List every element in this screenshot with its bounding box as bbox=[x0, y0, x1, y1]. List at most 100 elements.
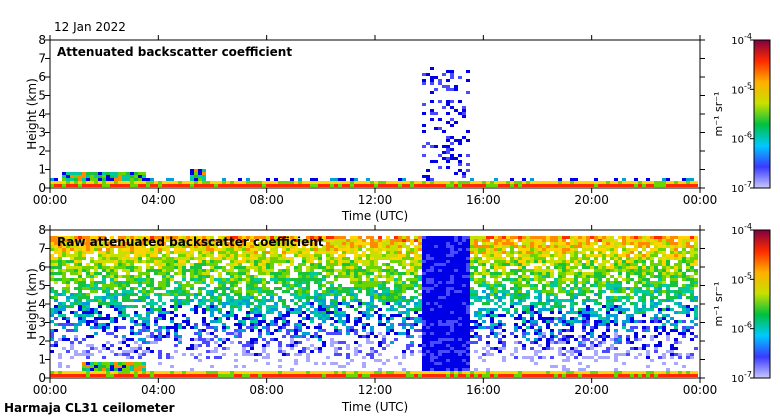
heat-cell bbox=[538, 275, 542, 278]
heat-cell bbox=[86, 323, 90, 326]
heat-cell bbox=[202, 269, 206, 272]
heat-cell bbox=[202, 296, 206, 299]
heat-cell bbox=[66, 260, 70, 263]
heat-cell bbox=[194, 257, 198, 260]
heat-cell bbox=[486, 242, 490, 245]
heat-cell bbox=[258, 371, 262, 374]
heat-cell bbox=[542, 302, 546, 305]
heat-cell bbox=[262, 296, 266, 299]
heat-cell bbox=[330, 251, 334, 254]
heat-cell bbox=[614, 284, 618, 287]
heat-cell bbox=[298, 305, 302, 308]
heat-cell bbox=[446, 145, 450, 148]
heat-cell bbox=[190, 308, 194, 311]
heat-cell bbox=[322, 341, 326, 344]
heat-cell bbox=[518, 371, 522, 374]
heat-cell bbox=[454, 290, 458, 293]
heat-cell bbox=[502, 347, 506, 350]
heat-cell bbox=[510, 314, 514, 317]
heat-cell bbox=[94, 284, 98, 287]
heat-cell bbox=[138, 275, 142, 278]
heat-cell bbox=[198, 305, 202, 308]
heat-cell bbox=[294, 181, 298, 184]
heat-cell bbox=[118, 281, 122, 284]
heat-cell bbox=[470, 245, 474, 248]
heat-cell bbox=[126, 314, 130, 317]
heat-cell bbox=[62, 293, 66, 296]
heat-cell bbox=[270, 260, 274, 263]
colorbar-gradient bbox=[753, 39, 771, 189]
heat-cell bbox=[266, 308, 270, 311]
heat-cell bbox=[102, 178, 106, 181]
heat-cell bbox=[486, 287, 490, 290]
heat-cell bbox=[314, 263, 318, 266]
heat-cell bbox=[138, 266, 142, 269]
heat-cell bbox=[398, 371, 402, 374]
heat-cell bbox=[54, 317, 58, 320]
heat-cell bbox=[446, 181, 450, 184]
heat-cell bbox=[98, 242, 102, 245]
heat-cell bbox=[238, 296, 242, 299]
heat-cell bbox=[90, 314, 94, 317]
heat-cell bbox=[510, 184, 514, 187]
heat-cell bbox=[54, 181, 58, 184]
heat-cell bbox=[238, 371, 242, 374]
heat-cell bbox=[298, 320, 302, 323]
heat-cell bbox=[242, 371, 246, 374]
heat-cell bbox=[450, 275, 454, 278]
heat-cell bbox=[326, 242, 330, 245]
heat-cell bbox=[450, 263, 454, 266]
heat-cell bbox=[130, 320, 134, 323]
heat-cell bbox=[550, 254, 554, 257]
heat-cell bbox=[110, 236, 114, 239]
heat-cell bbox=[302, 290, 306, 293]
heat-cell bbox=[138, 338, 142, 341]
heat-cell bbox=[386, 374, 390, 377]
heat-cell bbox=[246, 314, 250, 317]
heat-cell bbox=[78, 278, 82, 281]
heat-cell bbox=[262, 317, 266, 320]
heat-cell bbox=[214, 239, 218, 242]
heat-cell bbox=[94, 308, 98, 311]
heat-cell bbox=[138, 329, 142, 332]
heat-cell bbox=[434, 257, 438, 260]
heat-cell bbox=[166, 260, 170, 263]
heat-cell bbox=[70, 296, 74, 299]
heat-cell bbox=[494, 242, 498, 245]
heat-cell bbox=[614, 296, 618, 299]
heat-cell bbox=[406, 287, 410, 290]
heat-cell bbox=[438, 302, 442, 305]
heat-cell bbox=[210, 320, 214, 323]
heat-cell bbox=[106, 296, 110, 299]
heat-cell bbox=[558, 353, 562, 356]
heat-cell bbox=[570, 308, 574, 311]
heat-cell bbox=[150, 257, 154, 260]
heat-cell bbox=[166, 239, 170, 242]
heat-cell bbox=[498, 263, 502, 266]
heat-cell bbox=[590, 356, 594, 359]
heat-cell bbox=[598, 335, 602, 338]
heat-cell bbox=[306, 317, 310, 320]
heat-cell bbox=[590, 290, 594, 293]
heat-cell bbox=[494, 290, 498, 293]
heat-cell bbox=[542, 284, 546, 287]
heat-cell bbox=[386, 181, 390, 184]
heat-cell bbox=[574, 350, 578, 353]
heat-cell bbox=[374, 305, 378, 308]
heat-cell bbox=[122, 368, 126, 371]
heat-cell bbox=[538, 184, 542, 187]
heat-cell bbox=[458, 347, 462, 350]
heat-cell bbox=[438, 329, 442, 332]
heat-cell bbox=[122, 260, 126, 263]
heat-cell bbox=[122, 242, 126, 245]
heat-cell bbox=[466, 284, 470, 287]
heat-cell bbox=[334, 332, 338, 335]
heat-cell bbox=[410, 299, 414, 302]
heat-cell bbox=[458, 356, 462, 359]
heat-cell bbox=[390, 308, 394, 311]
y-tick-label: 7 bbox=[38, 52, 46, 66]
heat-cell bbox=[250, 326, 254, 329]
heat-cell bbox=[366, 272, 370, 275]
heat-cell bbox=[82, 302, 86, 305]
heat-cell bbox=[86, 293, 90, 296]
